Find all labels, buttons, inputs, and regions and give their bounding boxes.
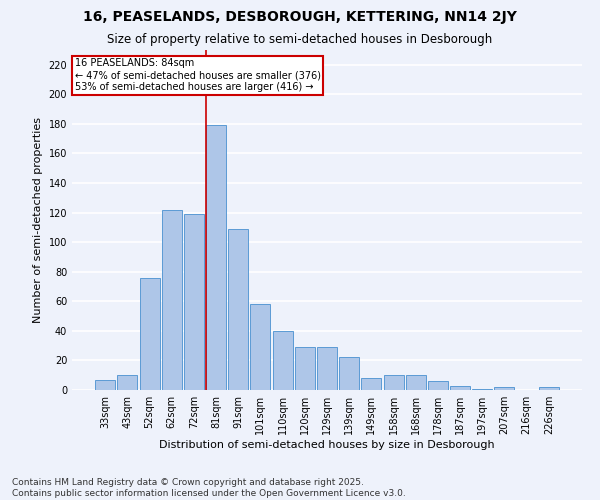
- Bar: [472, 388, 492, 390]
- X-axis label: Distribution of semi-detached houses by size in Desborough: Distribution of semi-detached houses by …: [159, 440, 495, 450]
- Bar: [406, 375, 426, 390]
- Bar: [539, 387, 559, 390]
- Bar: [383, 375, 404, 390]
- Text: Size of property relative to semi-detached houses in Desborough: Size of property relative to semi-detach…: [107, 32, 493, 46]
- Text: 16 PEASELANDS: 84sqm
← 47% of semi-detached houses are smaller (376)
53% of semi: 16 PEASELANDS: 84sqm ← 47% of semi-detac…: [74, 58, 320, 92]
- Bar: [250, 304, 271, 390]
- Bar: [95, 380, 115, 390]
- Bar: [228, 229, 248, 390]
- Bar: [295, 347, 315, 390]
- Text: Contains HM Land Registry data © Crown copyright and database right 2025.
Contai: Contains HM Land Registry data © Crown c…: [12, 478, 406, 498]
- Bar: [162, 210, 182, 390]
- Bar: [361, 378, 382, 390]
- Bar: [317, 347, 337, 390]
- Text: 16, PEASELANDS, DESBOROUGH, KETTERING, NN14 2JY: 16, PEASELANDS, DESBOROUGH, KETTERING, N…: [83, 10, 517, 24]
- Bar: [184, 214, 204, 390]
- Bar: [450, 386, 470, 390]
- Bar: [140, 278, 160, 390]
- Bar: [339, 358, 359, 390]
- Y-axis label: Number of semi-detached properties: Number of semi-detached properties: [33, 117, 43, 323]
- Bar: [272, 331, 293, 390]
- Bar: [494, 387, 514, 390]
- Bar: [118, 375, 137, 390]
- Bar: [206, 126, 226, 390]
- Bar: [428, 381, 448, 390]
